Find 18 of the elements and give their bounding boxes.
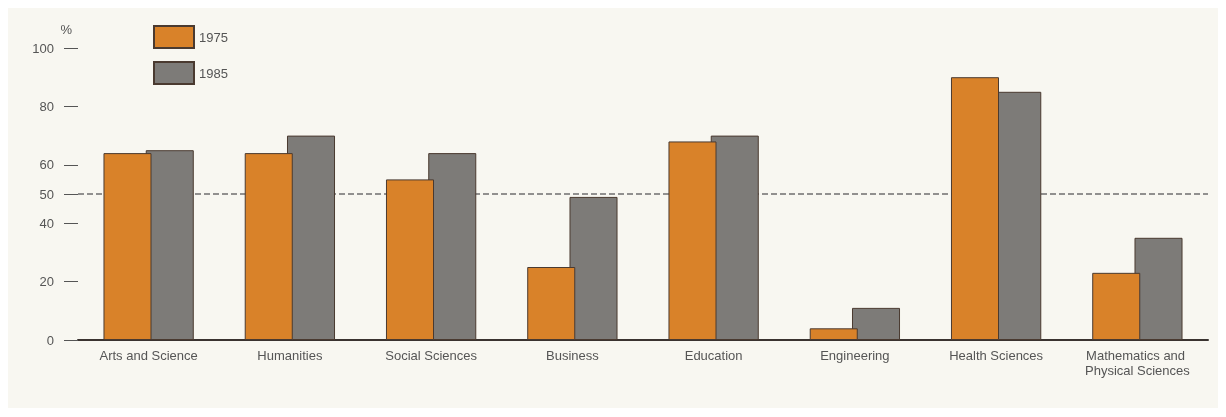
x-tick-label: Engineering [820,348,890,363]
y-tick-label: 50 [39,186,54,202]
y-axis-title: % [60,22,73,37]
x-tick-label: Health Sciences [949,348,1044,363]
x-tick-label: Education [684,348,743,363]
x-tick-label: Business [546,348,600,363]
x-tick-label: Humanities [257,348,323,363]
y-tick-label: 20 [39,274,54,290]
y-tick-label: 100 [32,40,54,56]
x-tick-label: Social Sciences [385,348,478,363]
legend-label: 1975 [199,29,228,45]
legend-label: 1985 [199,65,228,81]
y-tick-label: 40 [39,215,54,231]
x-tick-label: Mathematics and Physical Sciences [1084,348,1191,378]
y-tick-label: 60 [39,157,54,173]
y-tick-label: 0 [46,332,54,348]
y-tick-label: 80 [39,98,54,114]
x-tick-label: Arts and Science [99,348,198,363]
